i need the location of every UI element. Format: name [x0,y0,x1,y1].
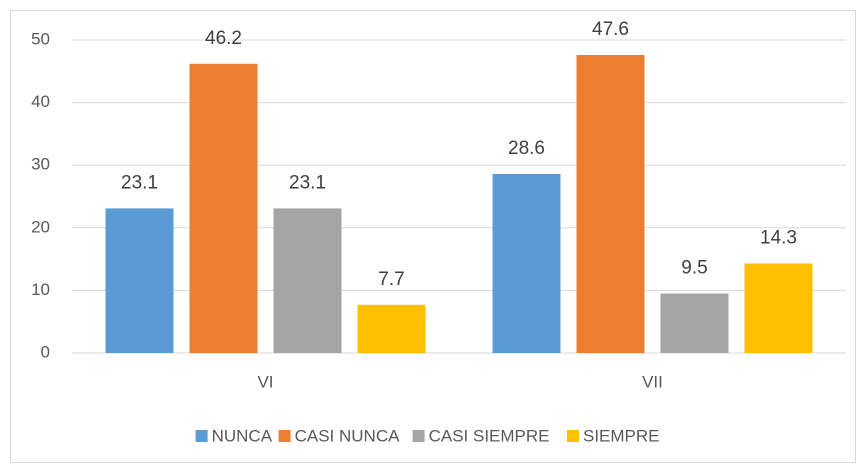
bar [357,304,426,353]
y-tick-label: 0 [41,342,50,361]
data-label: 14.3 [760,227,797,248]
x-tick-label: VI [257,372,273,391]
bar [492,173,561,353]
legend-swatch [567,430,579,442]
data-label: 28.6 [508,138,545,159]
bar [105,208,174,353]
legend-label: SIEMPRE [583,426,660,445]
y-tick-label: 50 [31,29,50,48]
y-tick-label: 40 [31,92,50,111]
bar [576,55,645,354]
data-label: 23.1 [289,172,326,193]
legend-swatch [412,430,425,442]
y-tick-label: 20 [31,217,50,236]
data-label: 9.5 [681,258,707,279]
bar [189,63,258,354]
data-label: 46.2 [205,28,242,49]
y-tick-label: 10 [31,280,50,299]
x-tick-label: VII [642,372,663,391]
legend-label: CASI SIEMPRE [429,426,550,445]
data-label: 7.7 [378,269,404,290]
y-tick-label: 30 [31,155,50,174]
legend-swatch [195,430,208,442]
data-label: 47.6 [592,19,629,40]
bar [744,263,813,353]
bar [660,293,729,353]
legend-label: NUNCA [212,426,273,445]
legend-label: CASI NUNCA [295,426,401,445]
bar [273,208,342,353]
data-label: 23.1 [121,172,158,193]
legend-swatch [278,430,291,442]
